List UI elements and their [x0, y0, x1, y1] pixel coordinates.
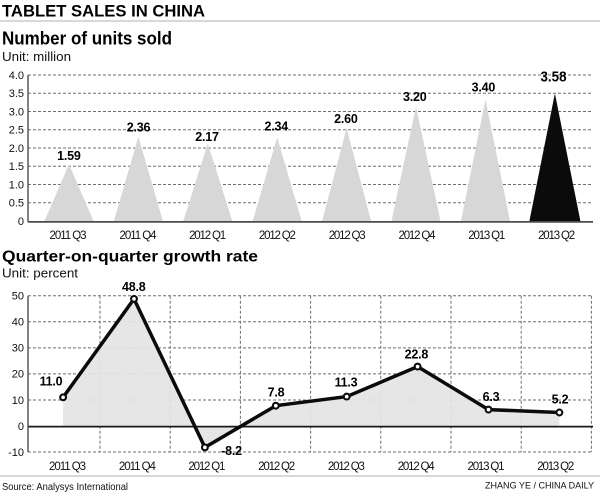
- svg-text:1.59: 1.59: [57, 149, 81, 163]
- svg-text:2.0: 2.0: [9, 143, 24, 155]
- svg-text:2011 Q3: 2011 Q3: [50, 230, 87, 242]
- svg-text:10: 10: [12, 395, 24, 407]
- svg-text:2011 Q3: 2011 Q3: [49, 461, 86, 473]
- svg-text:2013 Q2: 2013 Q2: [537, 461, 574, 473]
- svg-text:2012 Q4: 2012 Q4: [399, 230, 437, 242]
- svg-text:2.34: 2.34: [265, 120, 289, 134]
- svg-text:3.0: 3.0: [9, 106, 24, 118]
- svg-text:40: 40: [12, 317, 24, 329]
- svg-text:1.0: 1.0: [9, 179, 24, 191]
- svg-text:11.0: 11.0: [40, 374, 63, 388]
- svg-text:7.8: 7.8: [268, 386, 285, 400]
- svg-text:3.40: 3.40: [472, 80, 496, 94]
- svg-text:2013 Q2: 2013 Q2: [538, 230, 575, 242]
- svg-text:6.3: 6.3: [483, 390, 500, 404]
- svg-text:Source: Analysys International: Source: Analysys International: [2, 481, 128, 493]
- svg-text:2.36: 2.36: [127, 120, 151, 134]
- svg-text:1.5: 1.5: [9, 161, 24, 173]
- svg-text:Number of units sold: Number of units sold: [2, 29, 172, 49]
- svg-text:TABLET SALES IN CHINA: TABLET SALES IN CHINA: [2, 1, 205, 20]
- svg-text:2012 Q1: 2012 Q1: [189, 230, 226, 242]
- svg-text:2012 Q4: 2012 Q4: [398, 461, 436, 473]
- svg-text:3.20: 3.20: [403, 90, 427, 104]
- svg-text:-10: -10: [8, 447, 24, 459]
- svg-text:2012 Q2: 2012 Q2: [258, 461, 295, 473]
- svg-text:50: 50: [12, 291, 24, 303]
- svg-text:2012 Q1: 2012 Q1: [188, 461, 225, 473]
- svg-text:11.3: 11.3: [335, 376, 358, 390]
- svg-text:5.2: 5.2: [552, 393, 569, 407]
- svg-text:2.17: 2.17: [195, 130, 219, 144]
- svg-text:0: 0: [18, 216, 24, 228]
- svg-text:2011 Q4: 2011 Q4: [119, 461, 157, 473]
- svg-text:0.5: 0.5: [9, 198, 24, 210]
- svg-text:3.58: 3.58: [541, 69, 567, 86]
- svg-text:Quarter-on-quarter growth rate: Quarter-on-quarter growth rate: [2, 249, 258, 266]
- svg-text:2.60: 2.60: [334, 112, 358, 126]
- svg-text:-8.2: -8.2: [221, 444, 242, 458]
- svg-text:Unit: percent: Unit: percent: [2, 267, 79, 281]
- svg-text:2.5: 2.5: [9, 125, 24, 137]
- svg-text:ZHANG YE / CHINA DAILY: ZHANG YE / CHINA DAILY: [485, 481, 595, 492]
- svg-text:22.8: 22.8: [405, 348, 429, 362]
- svg-text:2011 Q4: 2011 Q4: [120, 230, 158, 242]
- svg-text:4.0: 4.0: [9, 70, 24, 82]
- svg-text:48.8: 48.8: [122, 280, 146, 294]
- svg-text:3.5: 3.5: [9, 88, 24, 100]
- svg-text:2012 Q3: 2012 Q3: [328, 461, 365, 473]
- svg-text:2012 Q3: 2012 Q3: [329, 230, 366, 242]
- svg-text:0: 0: [18, 421, 24, 433]
- svg-text:30: 30: [12, 343, 24, 355]
- svg-text:2013 Q1: 2013 Q1: [468, 230, 505, 242]
- svg-text:2013 Q1: 2013 Q1: [468, 461, 505, 473]
- svg-text:20: 20: [12, 369, 24, 381]
- svg-text:2012 Q2: 2012 Q2: [259, 230, 296, 242]
- svg-text:Unit: million: Unit: million: [2, 50, 71, 64]
